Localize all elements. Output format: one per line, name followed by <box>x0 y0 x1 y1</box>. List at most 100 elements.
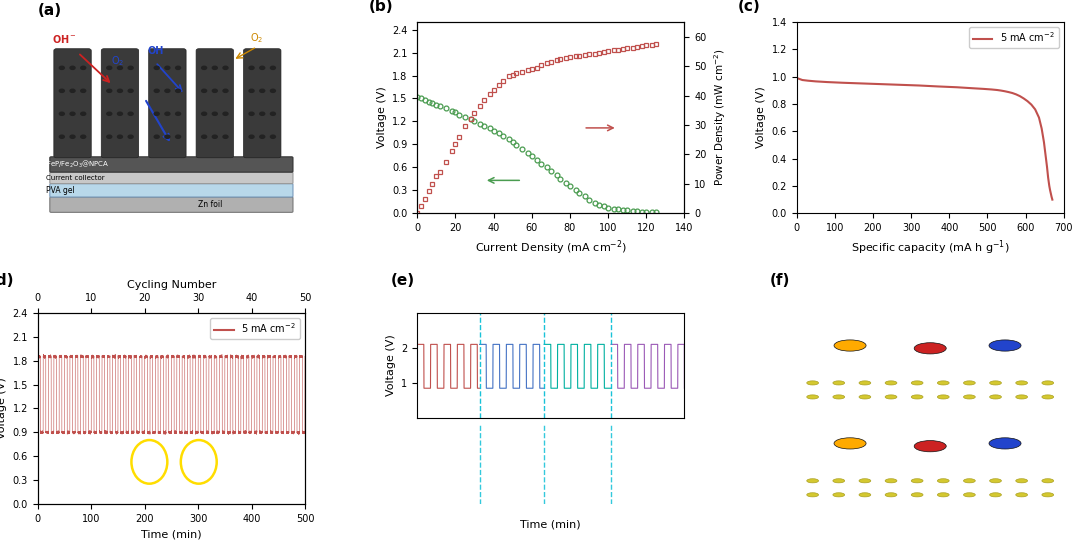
Text: PVA gel: PVA gel <box>45 186 75 195</box>
Circle shape <box>833 479 845 483</box>
Circle shape <box>175 89 181 93</box>
Text: (f): (f) <box>770 273 791 288</box>
Circle shape <box>69 89 76 93</box>
Text: Zn foil: Zn foil <box>198 200 222 209</box>
Circle shape <box>175 134 181 139</box>
Circle shape <box>58 66 65 70</box>
Circle shape <box>259 111 266 116</box>
Y-axis label: Voltage (V): Voltage (V) <box>756 87 766 149</box>
Circle shape <box>259 134 266 139</box>
Text: (b): (b) <box>369 0 394 14</box>
Circle shape <box>248 66 255 70</box>
FancyBboxPatch shape <box>102 49 138 158</box>
Circle shape <box>117 134 123 139</box>
Circle shape <box>963 493 975 497</box>
Circle shape <box>153 89 160 93</box>
Text: (c): (c) <box>738 0 760 14</box>
Circle shape <box>912 479 923 483</box>
FancyBboxPatch shape <box>50 172 293 184</box>
Legend: 5 mA cm$^{-2}$: 5 mA cm$^{-2}$ <box>969 27 1058 48</box>
Circle shape <box>248 111 255 116</box>
Circle shape <box>1016 395 1027 399</box>
Circle shape <box>259 89 266 93</box>
FancyBboxPatch shape <box>50 197 293 212</box>
Circle shape <box>270 134 276 139</box>
Text: Time (min): Time (min) <box>521 520 581 529</box>
Circle shape <box>117 111 123 116</box>
Circle shape <box>912 493 923 497</box>
Legend: 5 mA cm$^{-2}$: 5 mA cm$^{-2}$ <box>211 318 300 339</box>
Circle shape <box>963 479 975 483</box>
Circle shape <box>212 89 218 93</box>
FancyBboxPatch shape <box>54 49 91 158</box>
Circle shape <box>212 111 218 116</box>
Circle shape <box>106 134 112 139</box>
Text: O$_2$: O$_2$ <box>111 54 124 68</box>
Circle shape <box>270 66 276 70</box>
FancyBboxPatch shape <box>50 184 293 197</box>
Circle shape <box>222 66 229 70</box>
Text: 120°: 120° <box>571 432 594 442</box>
FancyBboxPatch shape <box>243 49 281 158</box>
Circle shape <box>127 111 134 116</box>
Text: (a): (a) <box>38 3 62 18</box>
Circle shape <box>222 111 229 116</box>
Text: 150°: 150° <box>640 432 664 442</box>
Text: (e): (e) <box>391 273 415 288</box>
Y-axis label: Voltage (V): Voltage (V) <box>386 334 395 396</box>
Circle shape <box>270 89 276 93</box>
Circle shape <box>127 66 134 70</box>
Circle shape <box>58 134 65 139</box>
Circle shape <box>1042 493 1054 497</box>
Circle shape <box>175 66 181 70</box>
Circle shape <box>106 111 112 116</box>
Circle shape <box>201 66 207 70</box>
X-axis label: Specific capacity (mA h g$^{-1}$): Specific capacity (mA h g$^{-1}$) <box>851 238 1010 257</box>
FancyBboxPatch shape <box>197 49 233 158</box>
Circle shape <box>912 381 923 385</box>
Circle shape <box>833 381 845 385</box>
Circle shape <box>164 66 171 70</box>
X-axis label: Current Density (mA cm$^{-2}$): Current Density (mA cm$^{-2}$) <box>475 238 626 257</box>
Text: O$_2$: O$_2$ <box>251 31 264 45</box>
Circle shape <box>833 493 845 497</box>
Circle shape <box>989 340 1021 351</box>
Text: Current collector: Current collector <box>45 175 105 181</box>
Y-axis label: Power Density (mW cm$^{-2}$): Power Density (mW cm$^{-2}$) <box>712 49 728 186</box>
Circle shape <box>212 66 218 70</box>
Circle shape <box>153 111 160 116</box>
Circle shape <box>989 381 1001 385</box>
Circle shape <box>1042 381 1054 385</box>
Circle shape <box>153 134 160 139</box>
Circle shape <box>80 66 86 70</box>
Y-axis label: Voltage (V): Voltage (V) <box>377 87 387 149</box>
Circle shape <box>106 66 112 70</box>
Circle shape <box>859 381 870 385</box>
Circle shape <box>69 111 76 116</box>
Circle shape <box>58 111 65 116</box>
Circle shape <box>164 111 171 116</box>
Y-axis label: Voltage (V): Voltage (V) <box>0 378 8 439</box>
Circle shape <box>859 479 870 483</box>
Circle shape <box>937 493 949 497</box>
Circle shape <box>259 66 266 70</box>
Circle shape <box>834 340 866 351</box>
Circle shape <box>1042 395 1054 399</box>
Text: (d): (d) <box>0 273 14 288</box>
Circle shape <box>886 479 896 483</box>
Circle shape <box>164 89 171 93</box>
Circle shape <box>807 479 819 483</box>
Circle shape <box>222 89 229 93</box>
Circle shape <box>69 66 76 70</box>
Circle shape <box>886 493 896 497</box>
Circle shape <box>153 66 160 70</box>
Circle shape <box>989 395 1001 399</box>
Circle shape <box>807 493 819 497</box>
Text: OH$^-$: OH$^-$ <box>52 33 77 45</box>
Circle shape <box>1016 479 1027 483</box>
Circle shape <box>270 111 276 116</box>
Circle shape <box>989 438 1021 449</box>
Circle shape <box>886 381 896 385</box>
Circle shape <box>164 134 171 139</box>
Circle shape <box>834 438 866 449</box>
